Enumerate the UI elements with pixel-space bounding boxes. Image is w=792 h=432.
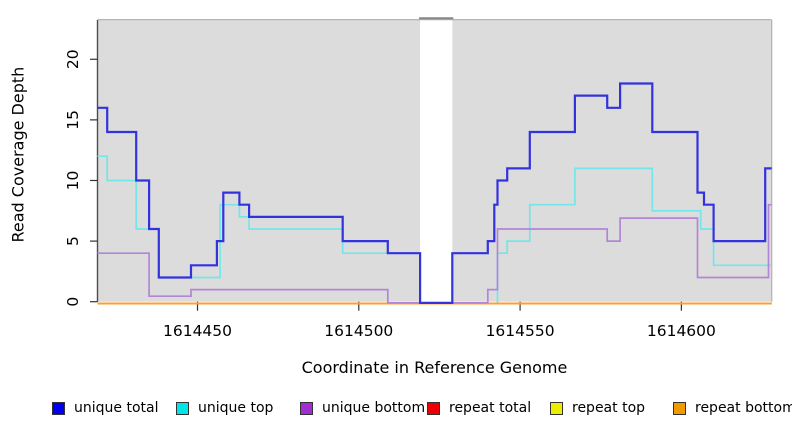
legend-item-unique-total: unique total	[52, 398, 158, 418]
y-tick-label: 15	[64, 110, 82, 130]
legend-label-unique-bottom: unique bottom	[322, 400, 426, 416]
series-line-unique-bottom	[97, 203, 772, 304]
legend-label-repeat-bottom: repeat bottom	[695, 400, 792, 416]
x-axis-title: Coordinate in Reference Genome	[301, 358, 568, 377]
x-tick-label: 1614600	[647, 322, 716, 340]
x-tick-label: 1614500	[324, 322, 393, 340]
legend-swatch-unique-total	[52, 401, 65, 415]
legend-item-repeat-top: repeat top	[550, 398, 645, 418]
x-tick-label: 1614450	[163, 322, 232, 340]
legend-swatch-unique-bottom	[300, 401, 313, 415]
no-data-gap-band	[420, 20, 453, 302]
legend-label-repeat-total: repeat total	[449, 400, 532, 416]
legend-swatch-repeat-total	[427, 401, 440, 415]
y-tick-label: 0	[64, 297, 82, 307]
legend-item-repeat-total: repeat total	[427, 398, 531, 418]
y-tick-label: 20	[64, 49, 82, 69]
legend-swatch-repeat-bottom	[673, 401, 686, 415]
series-line-unique-total	[97, 82, 772, 304]
legend-label-unique-total: unique total	[74, 400, 159, 416]
legend-item-repeat-bottom: repeat bottom	[673, 398, 792, 418]
x-tick-label: 1614550	[486, 322, 555, 340]
y-tick-label: 10	[64, 171, 82, 191]
legend-item-unique-bottom: unique bottom	[300, 398, 425, 418]
y-axis-title: Read Coverage Depth	[8, 66, 28, 243]
legend: unique total unique top unique bottom repea…	[0, 398, 792, 420]
legend-item-unique-top: unique top	[176, 398, 273, 418]
legend-swatch-unique-top	[176, 401, 189, 415]
y-tick-label: 5	[64, 236, 82, 246]
legend-label-repeat-top: repeat top	[572, 400, 646, 416]
legend-swatch-repeat-top	[550, 401, 563, 415]
legend-label-unique-top: unique top	[198, 400, 274, 416]
